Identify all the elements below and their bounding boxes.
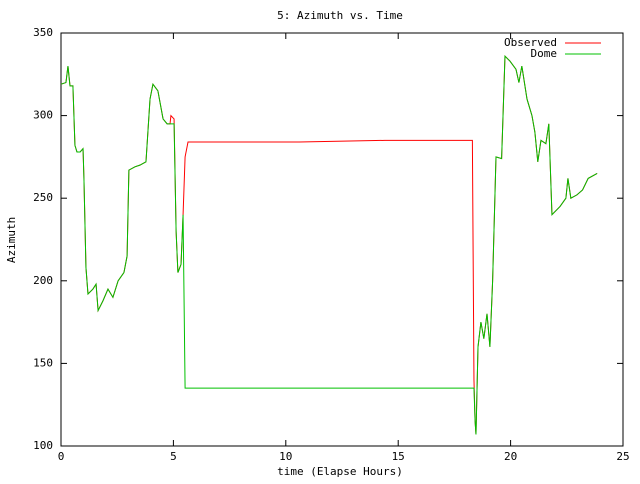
y-tick-label: 300	[33, 109, 53, 122]
y-axis-label: Azimuth	[5, 217, 18, 263]
plot-frame	[60, 32, 624, 447]
y-tick-label: 200	[33, 274, 53, 287]
y-tick-label: 350	[33, 26, 53, 39]
x-axis-label: time (Elapse Hours)	[277, 465, 403, 478]
y-tick-label: 150	[33, 356, 53, 369]
chart-title: 5: Azimuth vs. Time	[277, 9, 403, 22]
series-line	[60, 54, 598, 435]
x-tick-label: 25	[616, 450, 629, 463]
x-tick-label: 0	[58, 450, 65, 463]
legend-label: Observed	[504, 36, 557, 49]
legend-label: Dome	[531, 47, 558, 60]
x-tick-label: 10	[279, 450, 292, 463]
x-tick-label: 5	[170, 450, 177, 463]
series-line	[60, 54, 598, 435]
y-tick-label: 250	[33, 191, 53, 204]
x-tick-label: 20	[504, 450, 517, 463]
y-tick-label: 100	[33, 439, 53, 452]
x-tick-label: 15	[392, 450, 405, 463]
